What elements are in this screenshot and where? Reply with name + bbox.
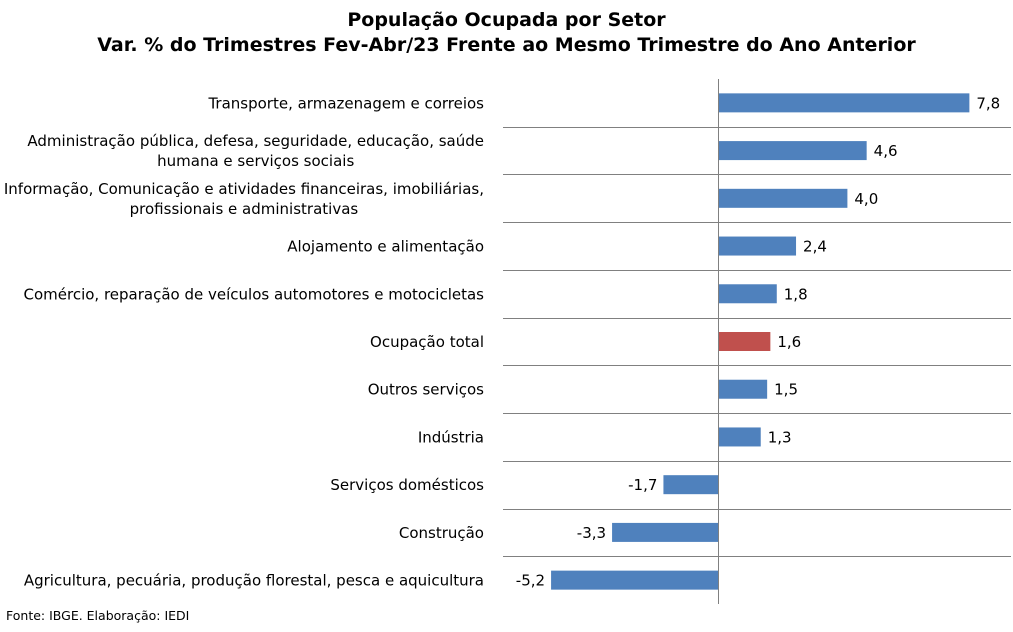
category-label: Alojamento e alimentação xyxy=(287,238,484,256)
data-label: -1,7 xyxy=(628,476,657,494)
bar xyxy=(719,141,867,161)
data-label: -5,2 xyxy=(516,572,545,590)
bar xyxy=(719,332,771,351)
bar xyxy=(719,93,970,113)
category-label: profissionais e administrativas xyxy=(130,200,359,218)
data-label: 4,0 xyxy=(854,190,878,208)
data-label: 4,6 xyxy=(874,142,898,160)
category-label: humana e serviços sociais xyxy=(157,152,354,170)
source-note: Fonte: IBGE. Elaboração: IEDI xyxy=(6,608,190,623)
data-label: 1,5 xyxy=(774,381,798,399)
chart-title-block: População Ocupada por Setor Var. % do Tr… xyxy=(0,8,1013,58)
data-label: 1,3 xyxy=(768,428,792,446)
bar xyxy=(719,236,797,256)
category-label: Construção xyxy=(399,524,484,542)
category-label: Indústria xyxy=(418,428,484,446)
bar xyxy=(551,570,718,590)
chart-subtitle: Var. % do Trimestres Fev-Abr/23 Frente a… xyxy=(97,34,916,56)
bar xyxy=(663,475,718,495)
data-label: 1,6 xyxy=(777,333,801,351)
bar xyxy=(719,427,761,447)
category-label: Transporte, armazenagem e correios xyxy=(207,94,484,112)
data-label: 7,8 xyxy=(976,94,1000,112)
category-label: Outros serviços xyxy=(368,381,484,399)
bar xyxy=(719,284,777,304)
category-label: Comércio, reparação de veículos automoto… xyxy=(24,285,485,303)
data-label: -3,3 xyxy=(577,524,606,542)
category-label: Ocupação total xyxy=(370,333,484,351)
category-label: Administração pública, defesa, seguridad… xyxy=(27,132,484,150)
bar xyxy=(719,379,768,399)
category-label: Serviços domésticos xyxy=(330,476,484,494)
bar xyxy=(612,522,718,542)
category-label: Informação, Comunicação e atividades fin… xyxy=(4,180,484,198)
category-label: Agricultura, pecuária, produção floresta… xyxy=(24,572,484,590)
data-label: 2,4 xyxy=(803,238,827,256)
bar xyxy=(719,188,848,208)
chart-title: População Ocupada por Setor xyxy=(347,9,666,31)
data-label: 1,8 xyxy=(784,285,808,303)
